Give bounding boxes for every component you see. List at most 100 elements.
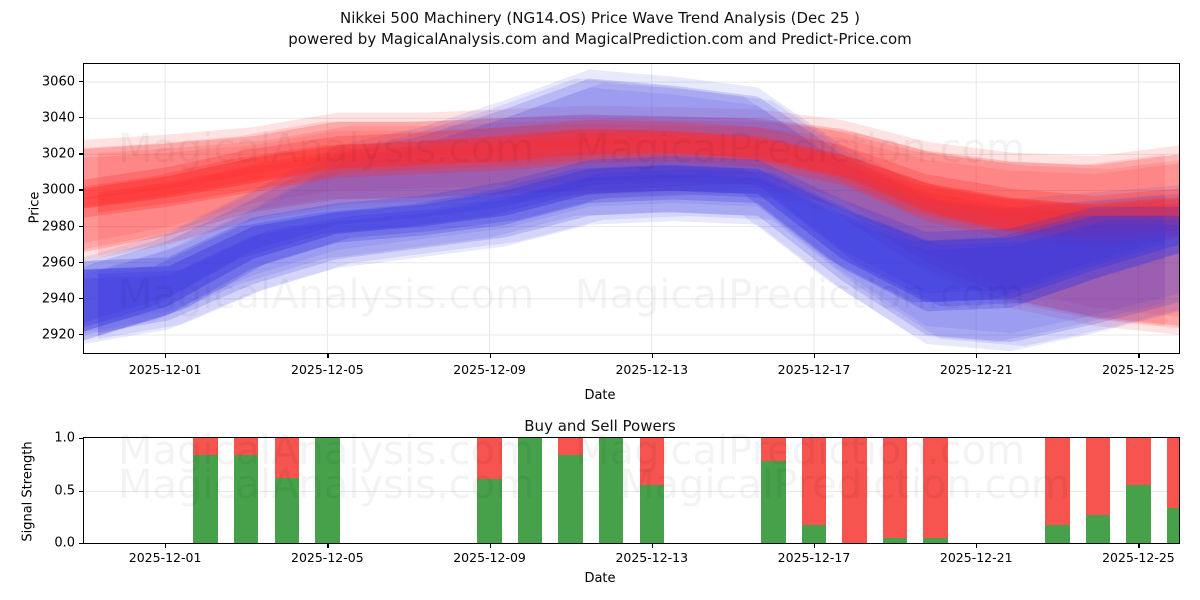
sell-wave-band-inner [84,129,1179,238]
sell-power-segment [1166,438,1179,509]
price-wave-svg [84,64,1179,353]
sell-wave-band-outer [84,114,1165,326]
price-wave-chart [83,63,1180,354]
price-y-tick-mark [79,261,83,263]
sell-wave-band-inner [84,138,1179,247]
power-bar [639,438,665,543]
price-y-tick-label: 3040 [41,110,75,126]
buy-wave-band-outer [84,87,1179,352]
buy-power-segment [193,454,218,543]
power-bar [1126,438,1151,543]
sell-power-segment [1085,438,1111,515]
buy-power-segment [477,478,502,543]
power-bar [761,438,786,543]
sell-power-segment [274,438,300,478]
price-y-tick-mark [79,333,83,336]
buy-power-segment [761,461,786,543]
price-x-tick-mark [1138,354,1140,358]
sell-power-segment [801,438,827,526]
buy-wave-band-inner [98,169,1179,336]
sell-power-segment [1126,438,1151,486]
price-y-tick-mark [79,117,83,119]
power-bar [274,438,300,543]
sell-power-segment [1045,438,1070,526]
price-x-tick-label: 2025-12-05 [291,362,364,377]
price-x-tick-mark [651,354,653,358]
power-bar [193,438,218,543]
price-y-tick-mark [79,189,83,191]
buy-power-segment [517,438,543,543]
signal-y-tick-label: 0.5 [54,483,75,498]
signal-y-tick-mark [79,543,83,545]
price-date-axis-label: Date [584,388,616,403]
buy-wave-band-inner [84,174,1179,341]
signal-y-tick-mark [79,490,83,492]
signal-x-tick-mark [651,544,653,548]
sell-power-segment [761,438,786,462]
price-x-tick-mark [327,354,329,358]
buy-sell-powers-chart [83,437,1180,544]
signal-x-tick-mark [814,544,816,548]
sell-power-segment [923,438,948,538]
price-x-tick-mark [814,354,816,358]
buy-power-segment [558,454,583,543]
power-bar [1045,438,1070,543]
price-y-tick-mark [79,153,83,155]
price-y-tick-mark [79,297,83,299]
sell-wave-band-inner [84,129,1165,238]
sell-power-segment [558,438,583,455]
buy-power-segment [923,537,948,543]
sell-wave-band-outer [84,114,1179,326]
signal-y-tick-label: 0.0 [54,535,75,551]
signal-x-tick-mark [489,544,491,548]
buy-power-segment [1126,485,1151,543]
chart-title-block: Nikkei 500 Machinery (NG14.OS) Price Wav… [0,8,1200,50]
price-y-tick-label: 3020 [41,146,75,162]
bars-chart-title: Buy and Sell Powers [524,417,676,435]
signal-x-tick-label: 2025-12-21 [939,550,1013,565]
buy-power-segment [233,454,259,543]
power-bar [842,438,867,543]
signal-x-tick-mark [976,544,978,548]
sell-power-segment [639,438,665,486]
signal-x-tick-mark [1138,544,1140,548]
power-bar [517,438,543,543]
price-x-tick-mark [165,354,167,358]
price-wave-plot-area [84,64,1179,353]
sell-power-segment [233,438,259,455]
price-x-tick-label: 2025-12-01 [128,362,202,377]
power-bar [315,438,340,543]
buy-power-segment [1045,525,1070,543]
price-y-tick-label: 3060 [41,74,75,90]
price-y-tick-label: 2980 [41,219,75,235]
power-bar [477,438,502,543]
buy-wave-band-inner [84,165,1165,328]
sell-wave-band-inner [98,133,1179,242]
page-title: Nikkei 500 Machinery (NG14.OS) Price Wav… [340,9,860,27]
buy-wave-band-inner [84,156,1179,323]
buy-wave-band-inner [84,165,1179,332]
sell-power-segment [842,438,867,543]
buy-power-segment [274,477,300,543]
signal-strength-axis-label: Signal Strength [20,441,36,542]
price-y-tick-label: 2940 [41,291,75,307]
power-bar [1166,438,1179,543]
signal-x-tick-label: 2025-12-17 [777,550,851,565]
buy-power-segment [639,485,665,543]
bars-date-axis-label: Date [584,571,616,586]
price-y-tick-mark [79,225,83,227]
signal-x-tick-label: 2025-12-13 [615,550,689,565]
sell-wave-band-outer [84,105,1179,317]
sell-power-segment [193,438,218,455]
buy-wave-band-outer [84,69,1179,334]
power-bar [882,438,908,543]
gridline-horizontal [84,490,1179,492]
signal-y-tick-label: 1.0 [54,430,75,446]
power-bar [558,438,583,543]
sell-power-segment [477,438,502,479]
page-subtitle: powered by MagicalAnalysis.com and Magic… [288,30,912,48]
buy-power-segment [315,438,340,543]
price-y-tick-label: 2920 [41,327,75,343]
signal-x-tick-label: 2025-12-01 [128,550,202,565]
power-bar [923,438,948,543]
